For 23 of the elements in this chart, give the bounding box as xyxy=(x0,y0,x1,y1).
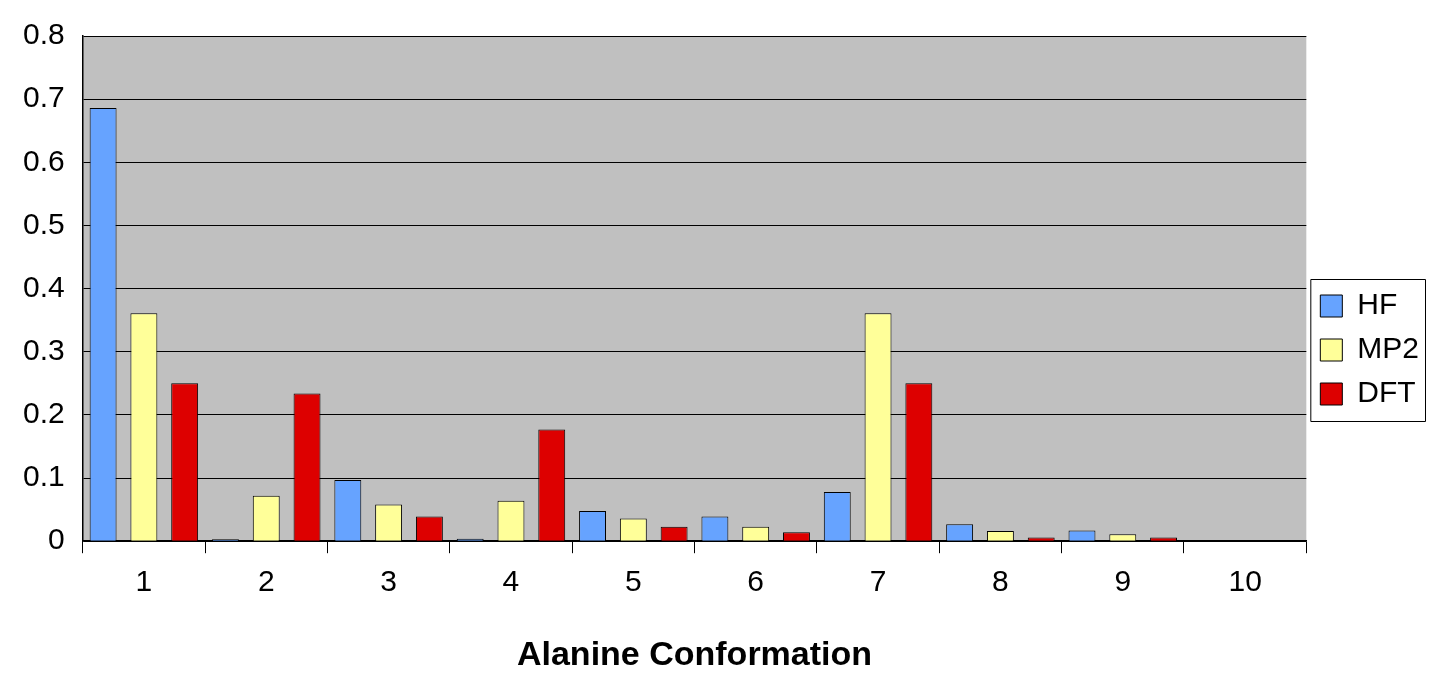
y-tick-label: 0.6 xyxy=(22,143,65,177)
y-tick-label: 0.8 xyxy=(22,17,65,51)
x-tick-label: 5 xyxy=(624,564,642,598)
x-tick-label: 1 xyxy=(135,564,153,598)
y-tick-label: 0.1 xyxy=(22,459,65,493)
y-tick-label: 0.7 xyxy=(22,80,65,114)
y-tick-label: 0.2 xyxy=(22,396,65,430)
x-tick-label: 2 xyxy=(257,564,275,598)
y-tick-label: 0.4 xyxy=(22,269,65,303)
x-tick-label: 3 xyxy=(380,564,397,598)
legend-label: MP2 xyxy=(1357,331,1419,365)
legend-label: DFT xyxy=(1357,375,1416,409)
legend-label: HF xyxy=(1357,287,1398,321)
x-tick-label: 8 xyxy=(992,564,1009,598)
x-tick-label: 7 xyxy=(869,564,887,598)
x-axis-title: Alanine Conformation xyxy=(516,633,873,672)
x-tick-label: 9 xyxy=(1114,564,1132,598)
x-tick-label: 4 xyxy=(502,564,520,598)
y-tick-label: 0 xyxy=(48,522,65,556)
y-tick-label: 0.5 xyxy=(22,206,65,240)
y-tick-label: 0.3 xyxy=(22,333,65,367)
x-tick-label: 6 xyxy=(747,564,765,598)
x-tick-label: 10 xyxy=(1228,564,1262,598)
